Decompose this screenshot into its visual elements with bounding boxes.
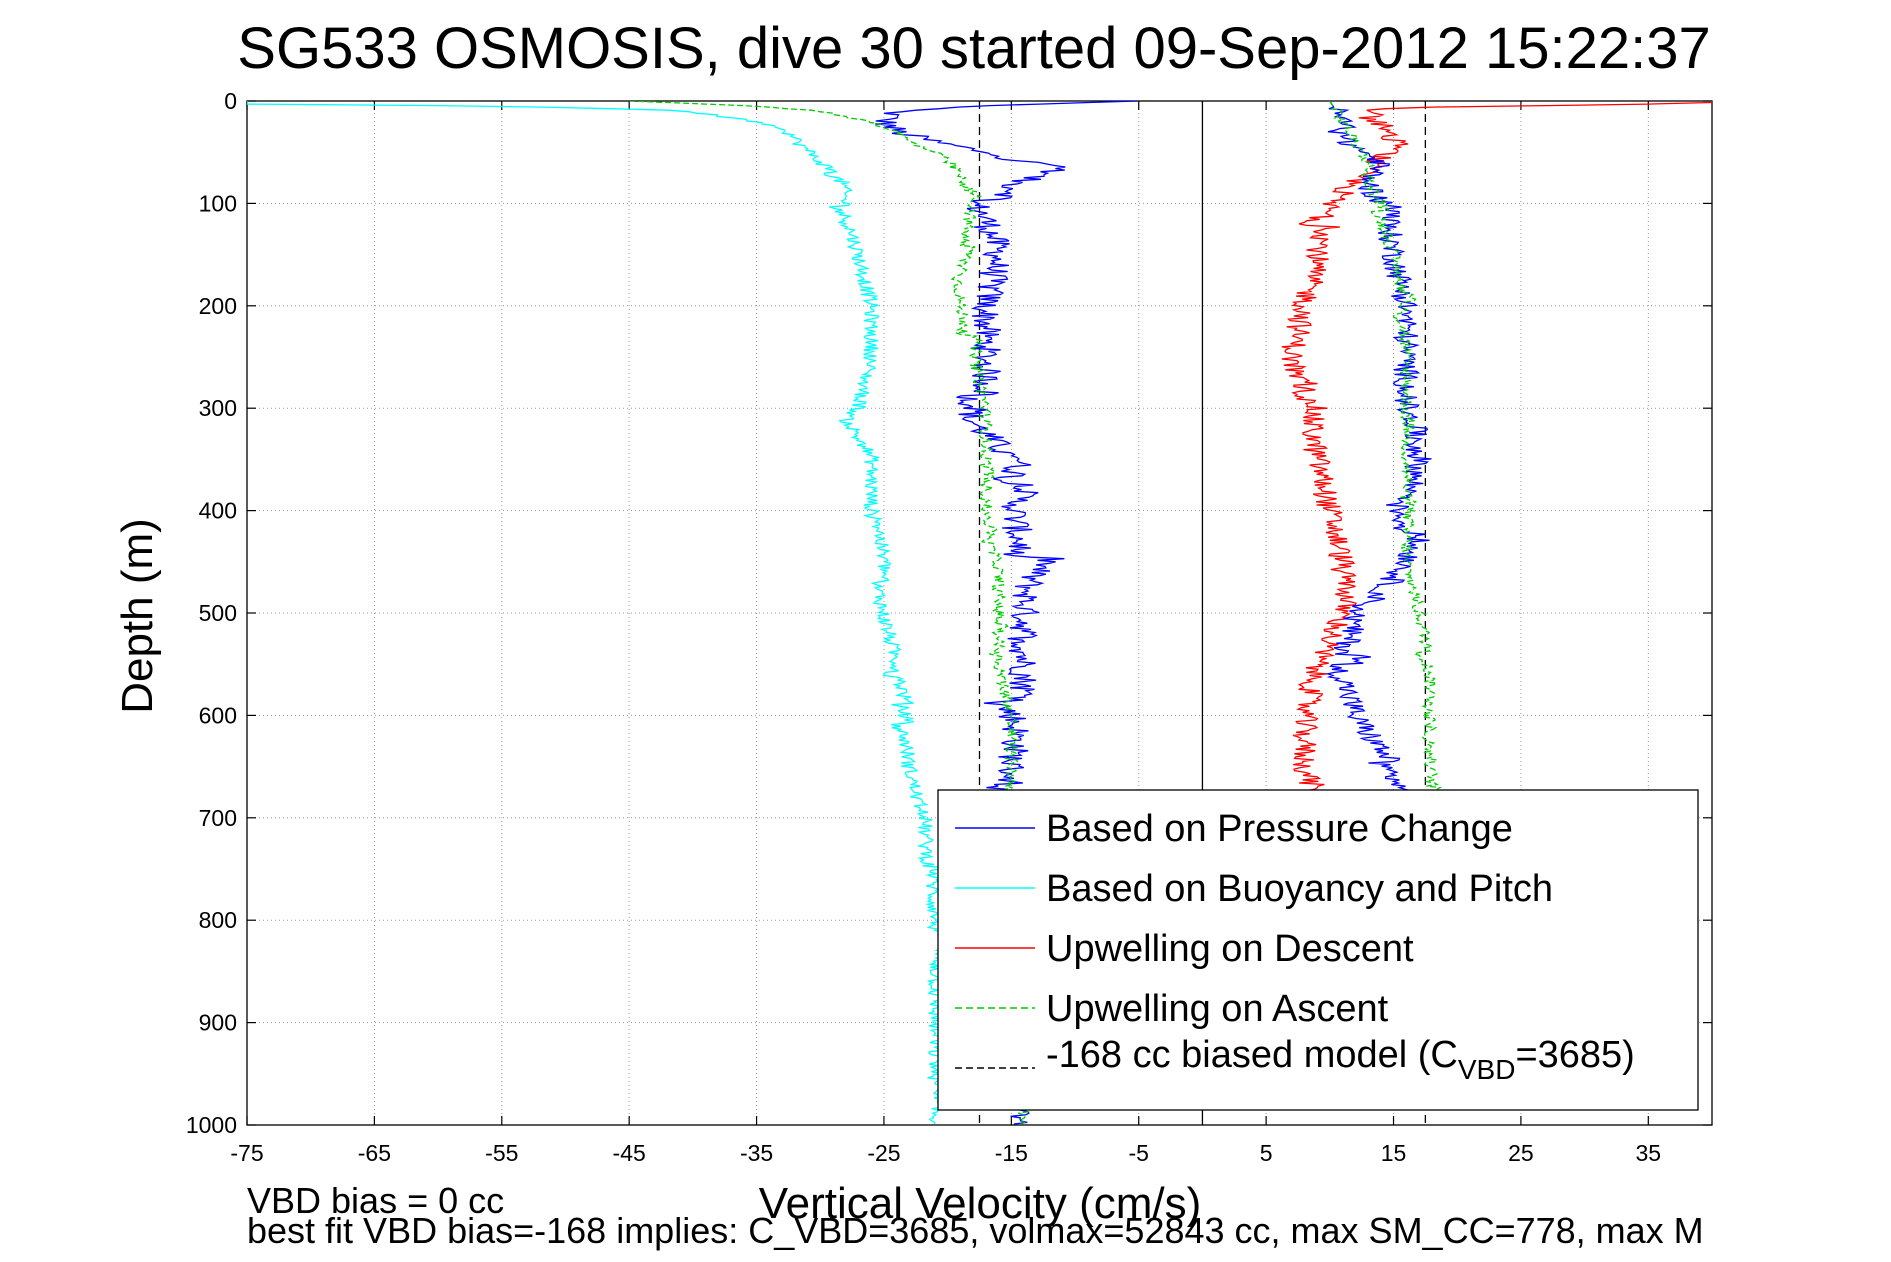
best-fit-note: best fit VBD bias=-168 implies: C_VBD=36… xyxy=(247,1210,1704,1251)
y-axis-ticks: 0 100 200 300 400 500 600 700 800 900 1000 xyxy=(186,88,1712,1138)
legend-label-upwelling-descent: Upwelling on Descent xyxy=(1046,928,1414,970)
legend-entry-pressure-change: Based on Pressure Change xyxy=(955,808,1513,850)
legend-entry-biased-model: -168 cc biased model (CVBD=3685) xyxy=(955,1034,1635,1085)
legend-entry-buoyancy-pitch: Based on Buoyancy and Pitch xyxy=(955,868,1553,910)
y-axis-label: Depth (m) xyxy=(113,518,162,714)
series-line xyxy=(1329,101,1443,798)
legend-box xyxy=(937,789,1699,1111)
legend-label-buoyancy-pitch: Based on Buoyancy and Pitch xyxy=(1046,868,1553,910)
legend-label-biased-model-tail: =3685) xyxy=(1515,1034,1634,1076)
vbd-bias-note: VBD bias = 0 cc xyxy=(247,1180,504,1221)
y-tick-label: 1000 xyxy=(186,1112,237,1138)
y-tick-label: 700 xyxy=(199,805,237,831)
x-tick-label: -65 xyxy=(358,1140,391,1166)
chart-title: SG533 OSMOSIS, dive 30 started 09-Sep-20… xyxy=(237,16,1710,81)
y-tick-label: 500 xyxy=(199,600,237,626)
y-tick-label: 100 xyxy=(199,190,237,216)
legend-entry-upwelling-descent: Upwelling on Descent xyxy=(955,928,1414,970)
legend-entry-upwelling-ascent: Upwelling on Ascent xyxy=(955,988,1389,1030)
legend-label-pressure-change: Based on Pressure Change xyxy=(1046,808,1513,850)
x-tick-label: -55 xyxy=(485,1140,518,1166)
x-tick-label: -35 xyxy=(740,1140,773,1166)
legend: Based on Pressure Change Based on Buoyan… xyxy=(937,789,1699,1111)
legend-label-biased-model-sub: VBD xyxy=(1458,1054,1516,1085)
legend-label-biased-model-main: -168 cc biased model (C xyxy=(1046,1034,1458,1076)
y-tick-label: 400 xyxy=(199,498,237,524)
x-tick-label: 5 xyxy=(1260,1140,1273,1166)
y-tick-label: 0 xyxy=(224,88,237,114)
x-tick-label: -15 xyxy=(995,1140,1028,1166)
y-tick-label: 600 xyxy=(199,702,237,728)
y-tick-label: 200 xyxy=(199,293,237,319)
x-tick-label: 15 xyxy=(1381,1140,1407,1166)
legend-label-biased-model: -168 cc biased model (CVBD=3685) xyxy=(1046,1034,1635,1085)
series-line xyxy=(1281,101,1712,798)
y-tick-label: 300 xyxy=(199,395,237,421)
x-tick-label: -25 xyxy=(867,1140,900,1166)
x-tick-label: 25 xyxy=(1508,1140,1534,1166)
x-tick-label: -5 xyxy=(1129,1140,1149,1166)
series-line xyxy=(247,101,949,1125)
x-tick-label: 35 xyxy=(1636,1140,1662,1166)
x-axis-label: Vertical Velocity (cm/s) xyxy=(759,1179,1202,1228)
y-tick-label: 800 xyxy=(199,907,237,933)
legend-label-upwelling-ascent: Upwelling on Ascent xyxy=(1046,988,1389,1030)
x-tick-label: -45 xyxy=(613,1140,646,1166)
series-line xyxy=(1325,101,1432,798)
x-tick-label: -75 xyxy=(230,1140,263,1166)
y-tick-label: 900 xyxy=(199,1010,237,1036)
